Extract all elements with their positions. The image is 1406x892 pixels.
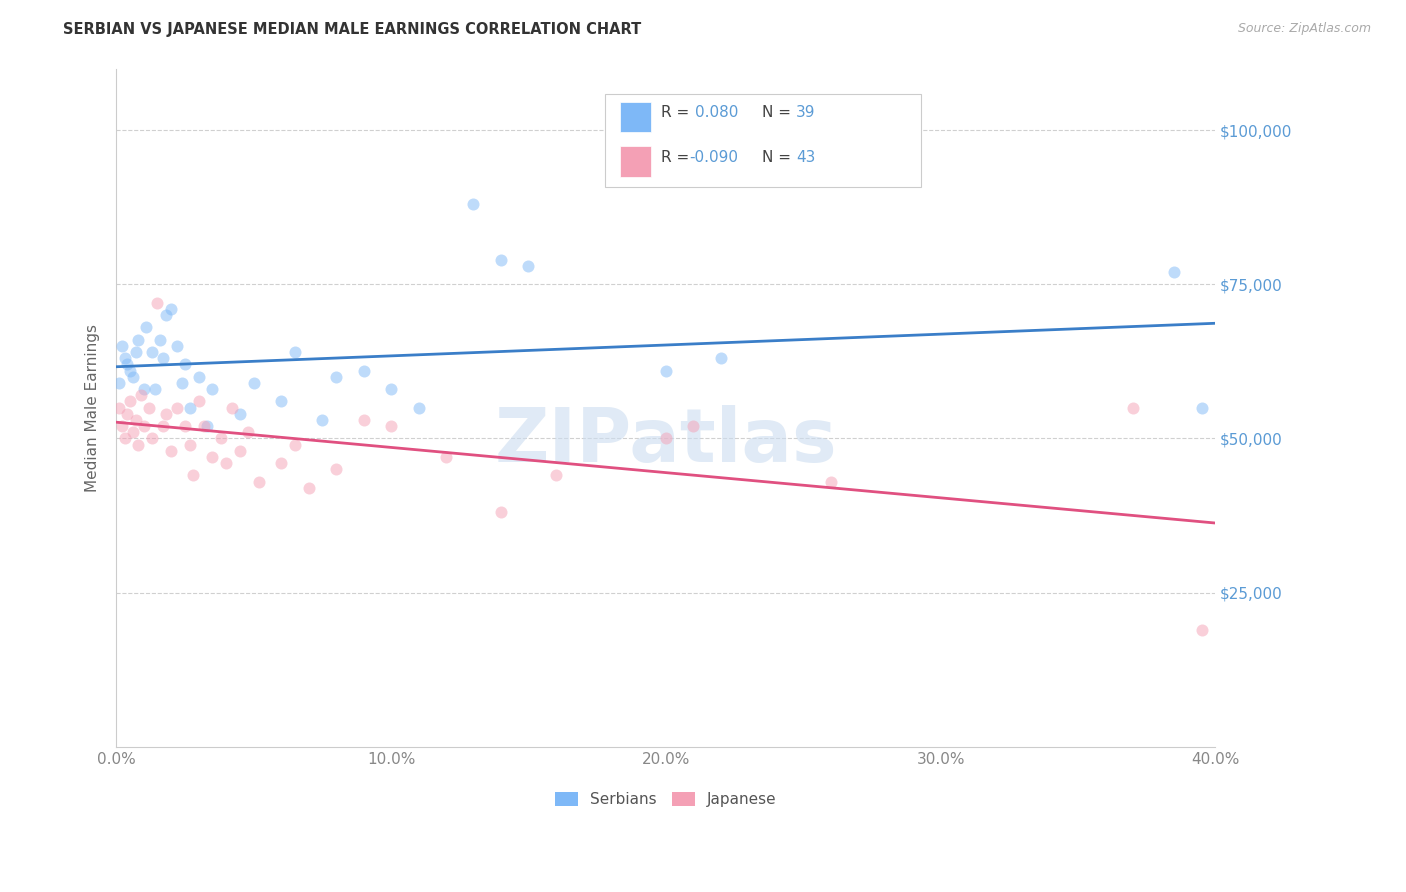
Point — [155, 407, 177, 421]
Point — [820, 475, 842, 489]
Point — [181, 468, 204, 483]
Text: Source: ZipAtlas.com: Source: ZipAtlas.com — [1237, 22, 1371, 36]
Point — [160, 443, 183, 458]
Point — [127, 437, 149, 451]
Point — [160, 301, 183, 316]
Point — [215, 456, 238, 470]
Point — [118, 394, 141, 409]
Point — [195, 419, 218, 434]
Point — [297, 481, 319, 495]
Point — [682, 419, 704, 434]
Point — [270, 394, 292, 409]
Point — [238, 425, 260, 440]
Point — [489, 505, 512, 519]
Point — [187, 369, 209, 384]
Point — [127, 333, 149, 347]
Point — [408, 401, 430, 415]
Text: ZIPatlas: ZIPatlas — [495, 405, 837, 478]
Point — [229, 407, 252, 421]
Y-axis label: Median Male Earnings: Median Male Earnings — [86, 324, 100, 491]
Point — [353, 413, 375, 427]
Point — [655, 431, 678, 445]
Point — [1122, 401, 1144, 415]
Point — [325, 462, 347, 476]
Point — [434, 450, 457, 464]
Point — [353, 363, 375, 377]
Point — [655, 363, 678, 377]
Point — [380, 382, 402, 396]
Point — [114, 431, 136, 445]
Point — [174, 419, 197, 434]
Text: 39: 39 — [796, 105, 815, 120]
Point — [124, 413, 146, 427]
Text: -0.090: -0.090 — [689, 150, 738, 165]
Point — [187, 394, 209, 409]
Point — [710, 351, 733, 366]
Point — [172, 376, 194, 390]
Point — [179, 437, 201, 451]
Point — [242, 376, 264, 390]
Point — [174, 358, 197, 372]
Point — [247, 475, 270, 489]
Point — [201, 450, 224, 464]
Point — [489, 252, 512, 267]
Point — [166, 401, 188, 415]
Point — [179, 401, 201, 415]
Point — [1163, 265, 1185, 279]
Point — [111, 419, 134, 434]
Point — [146, 295, 169, 310]
Text: 43: 43 — [796, 150, 815, 165]
Point — [141, 431, 163, 445]
Point — [141, 345, 163, 359]
Point — [209, 431, 232, 445]
Point — [193, 419, 215, 434]
Point — [138, 401, 160, 415]
Point — [108, 376, 131, 390]
Text: N =: N = — [762, 150, 796, 165]
Point — [135, 320, 157, 334]
Point — [544, 468, 567, 483]
Point — [201, 382, 224, 396]
Point — [121, 369, 143, 384]
Point — [1191, 623, 1213, 637]
Point — [111, 339, 134, 353]
Point — [132, 419, 155, 434]
Point — [380, 419, 402, 434]
Point — [221, 401, 243, 415]
Point — [517, 259, 540, 273]
Point — [284, 345, 307, 359]
Point — [143, 382, 166, 396]
Point — [124, 345, 146, 359]
Point — [1191, 401, 1213, 415]
Point — [284, 437, 307, 451]
Text: N =: N = — [762, 105, 796, 120]
Point — [114, 351, 136, 366]
Point — [166, 339, 188, 353]
Point — [121, 425, 143, 440]
Point — [117, 358, 139, 372]
Legend: Serbians, Japanese: Serbians, Japanese — [548, 787, 783, 814]
Point — [129, 388, 152, 402]
Point — [229, 443, 252, 458]
Point — [132, 382, 155, 396]
Point — [152, 351, 174, 366]
Point — [325, 369, 347, 384]
Point — [118, 363, 141, 377]
Point — [152, 419, 174, 434]
Point — [149, 333, 172, 347]
Point — [155, 308, 177, 322]
Point — [463, 197, 485, 211]
Text: 0.080: 0.080 — [695, 105, 738, 120]
Text: R =: R = — [661, 105, 695, 120]
Point — [117, 407, 139, 421]
Point — [311, 413, 333, 427]
Text: SERBIAN VS JAPANESE MEDIAN MALE EARNINGS CORRELATION CHART: SERBIAN VS JAPANESE MEDIAN MALE EARNINGS… — [63, 22, 641, 37]
Text: R =: R = — [661, 150, 695, 165]
Point — [108, 401, 131, 415]
Point — [270, 456, 292, 470]
